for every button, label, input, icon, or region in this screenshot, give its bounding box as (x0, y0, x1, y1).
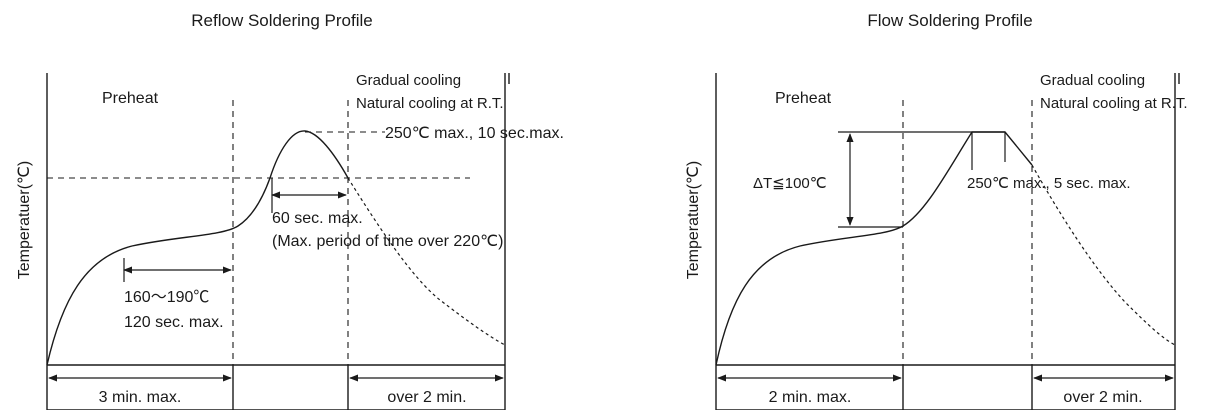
flow-cooling-duration-label: over 2 min. (1063, 389, 1142, 406)
flow-preheat-label: Preheat (775, 90, 832, 107)
flow-panel: Flow Soldering Profile Temperatuer(℃) Pr… (685, 11, 1188, 410)
flow-profile-curve (715, 131, 1033, 366)
reflow-cooling-label-1: Gradual cooling (356, 72, 461, 89)
reflow-preheat-time-label: 120 sec. max. (124, 314, 224, 331)
reflow-cooling-curve (347, 177, 506, 346)
reflow-profile-curve (46, 130, 349, 366)
reflow-preheat-label: Preheat (102, 90, 159, 107)
flow-cooling-curve (1031, 164, 1176, 346)
reflow-preheat-range-label: 160～190℃ (124, 289, 209, 306)
flow-y-axis-label: Temperatuer(℃) (685, 161, 702, 279)
reflow-y-axis-label: Temperatuer(℃) (16, 161, 33, 279)
reflow-time-above-note: (Max. period of time over 220℃) (272, 233, 503, 250)
reflow-cooling-label-2: Natural cooling at R.T. (356, 95, 504, 112)
reflow-peak-label: 250℃ max., 10 sec.max. (385, 125, 564, 142)
reflow-panel: Reflow Soldering Profile Temperatuer(℃) … (16, 11, 564, 410)
flow-cooling-label-1: Gradual cooling (1040, 72, 1145, 89)
reflow-title: Reflow Soldering Profile (191, 11, 372, 30)
flow-peak-label: 250℃ max., 5 sec. max. (967, 175, 1131, 192)
flow-heating-duration-label: 2 min. max. (769, 389, 852, 406)
flow-cooling-label-2: Natural cooling at R.T. (1040, 95, 1188, 112)
reflow-heating-duration-label: 3 min. max. (99, 389, 182, 406)
flow-title: Flow Soldering Profile (867, 11, 1032, 30)
reflow-time-above-label: 60 sec. max. (272, 210, 363, 227)
reflow-cooling-duration-label: over 2 min. (387, 389, 466, 406)
flow-delta-t-label: ΔT≦100℃ (753, 175, 827, 192)
